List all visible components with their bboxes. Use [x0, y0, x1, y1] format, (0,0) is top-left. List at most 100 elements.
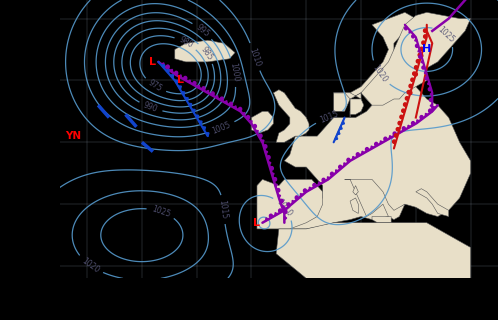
Circle shape	[425, 77, 428, 80]
Polygon shape	[161, 65, 165, 68]
Circle shape	[411, 78, 414, 82]
Text: @ copyright KNMI: @ copyright KNMI	[165, 305, 246, 314]
Circle shape	[270, 167, 273, 170]
Polygon shape	[251, 111, 273, 133]
Polygon shape	[242, 113, 245, 116]
Polygon shape	[416, 189, 449, 217]
Text: H: H	[422, 44, 431, 54]
Circle shape	[193, 82, 196, 85]
Polygon shape	[328, 177, 330, 180]
Polygon shape	[278, 195, 280, 198]
Circle shape	[398, 121, 401, 125]
Text: YN: YN	[65, 131, 81, 141]
Polygon shape	[166, 70, 169, 74]
Text: 1020: 1020	[371, 63, 389, 84]
Polygon shape	[281, 205, 284, 209]
Polygon shape	[195, 115, 199, 119]
Circle shape	[303, 189, 306, 192]
Text: 1000: 1000	[228, 62, 240, 83]
Polygon shape	[170, 69, 172, 73]
Circle shape	[280, 199, 283, 203]
Polygon shape	[257, 180, 323, 229]
Circle shape	[415, 44, 418, 47]
Circle shape	[392, 140, 395, 143]
Text: 985: 985	[199, 44, 215, 61]
Circle shape	[405, 97, 408, 100]
Circle shape	[347, 158, 350, 162]
Polygon shape	[268, 162, 271, 165]
Circle shape	[422, 41, 425, 44]
Polygon shape	[408, 125, 410, 128]
Circle shape	[396, 128, 399, 131]
Circle shape	[409, 84, 412, 88]
Circle shape	[287, 203, 290, 206]
Polygon shape	[255, 131, 258, 133]
Text: 1025: 1025	[435, 25, 456, 44]
Circle shape	[423, 29, 426, 32]
Circle shape	[253, 124, 256, 128]
Polygon shape	[179, 75, 181, 78]
Polygon shape	[192, 109, 195, 113]
Text: 975: 975	[146, 78, 164, 94]
Circle shape	[269, 214, 272, 218]
Text: Jan 2025 06 UTC: Jan 2025 06 UTC	[73, 290, 162, 300]
Circle shape	[247, 116, 249, 119]
Circle shape	[366, 148, 369, 151]
Circle shape	[394, 134, 397, 137]
Polygon shape	[271, 173, 274, 176]
Polygon shape	[188, 103, 192, 107]
Circle shape	[393, 132, 396, 135]
Circle shape	[202, 87, 205, 90]
Polygon shape	[284, 207, 287, 211]
Circle shape	[313, 183, 316, 187]
Polygon shape	[433, 107, 436, 110]
Text: 1020: 1020	[80, 256, 101, 275]
Polygon shape	[161, 63, 164, 66]
Text: 1025: 1025	[150, 204, 171, 219]
Text: L: L	[177, 76, 184, 85]
Polygon shape	[224, 101, 227, 104]
Polygon shape	[170, 75, 173, 78]
Polygon shape	[215, 95, 218, 99]
Polygon shape	[342, 121, 345, 124]
Text: L: L	[253, 218, 260, 228]
Polygon shape	[415, 38, 417, 42]
Circle shape	[424, 35, 427, 38]
Polygon shape	[318, 182, 321, 185]
Polygon shape	[350, 99, 364, 115]
Polygon shape	[353, 156, 356, 159]
Circle shape	[322, 178, 325, 182]
Polygon shape	[353, 186, 359, 195]
Polygon shape	[417, 120, 419, 123]
Polygon shape	[275, 212, 278, 216]
Circle shape	[267, 156, 270, 159]
Polygon shape	[362, 151, 365, 154]
Polygon shape	[337, 131, 340, 135]
Polygon shape	[279, 12, 471, 229]
Circle shape	[279, 209, 282, 212]
Polygon shape	[350, 198, 359, 213]
Circle shape	[295, 196, 298, 199]
Circle shape	[277, 188, 280, 192]
Circle shape	[429, 99, 432, 101]
Circle shape	[175, 71, 178, 75]
Text: 1010: 1010	[275, 197, 294, 218]
Polygon shape	[234, 106, 236, 109]
Circle shape	[414, 73, 417, 76]
Circle shape	[230, 102, 233, 106]
Polygon shape	[427, 82, 430, 85]
Circle shape	[403, 103, 406, 106]
Circle shape	[184, 76, 187, 80]
Circle shape	[420, 47, 423, 51]
Polygon shape	[372, 217, 391, 223]
Circle shape	[420, 54, 423, 57]
Polygon shape	[418, 49, 420, 52]
Circle shape	[264, 145, 267, 148]
Polygon shape	[380, 141, 383, 144]
Circle shape	[407, 91, 410, 94]
Polygon shape	[273, 90, 309, 142]
Text: 990: 990	[142, 100, 159, 114]
Polygon shape	[389, 136, 392, 139]
Circle shape	[284, 210, 287, 213]
Circle shape	[339, 165, 342, 169]
